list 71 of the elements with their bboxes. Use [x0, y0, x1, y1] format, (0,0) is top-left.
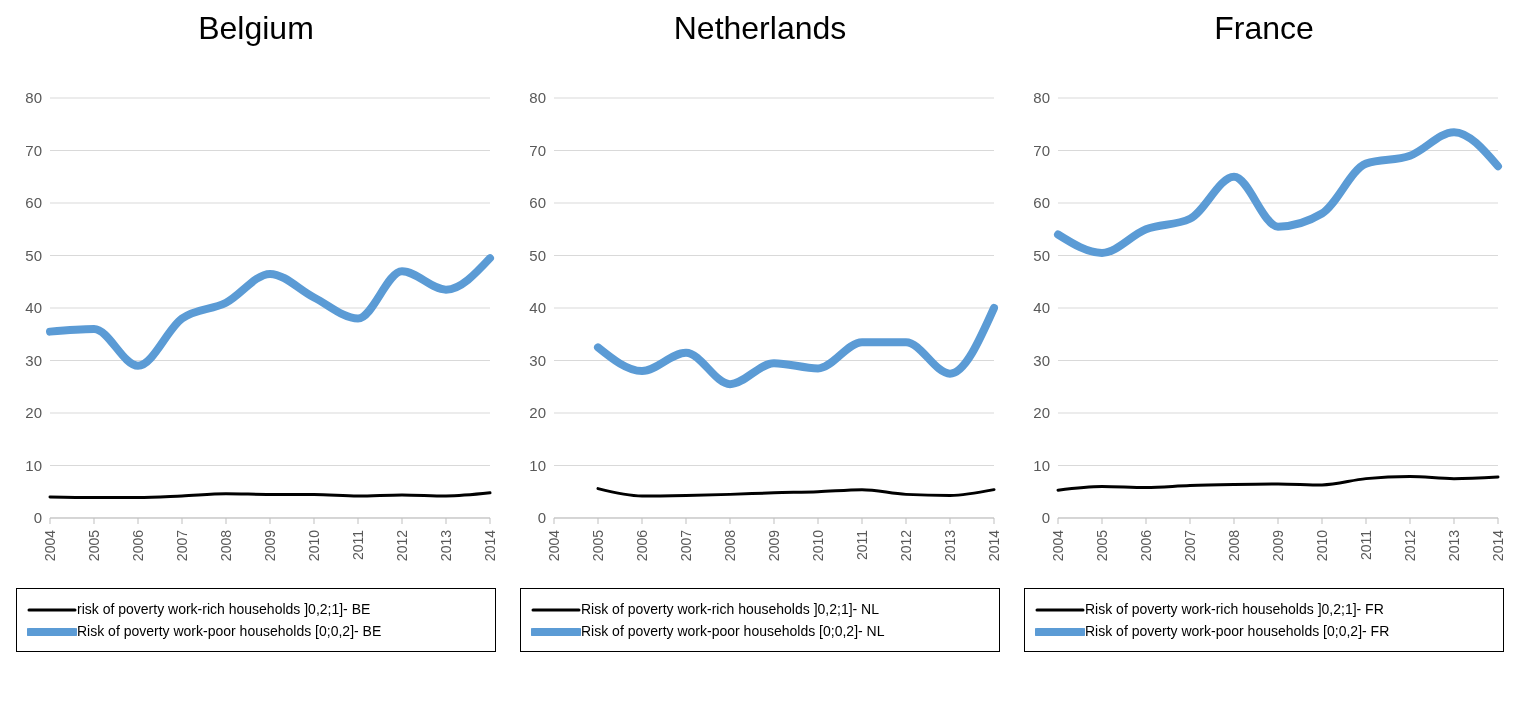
y-tick-label: 80 [1033, 89, 1050, 107]
x-tick-label: 2007 [174, 529, 190, 562]
x-tick-label: 2014 [482, 529, 498, 562]
x-tick-label: 2008 [218, 529, 234, 562]
y-tick-label: 50 [25, 246, 42, 264]
y-tick-label: 60 [1033, 194, 1050, 212]
x-tick-label: 2005 [86, 529, 102, 562]
x-tick-label: 2009 [262, 529, 278, 562]
y-tick-label: 40 [529, 299, 546, 317]
x-tick-label: 2006 [634, 529, 650, 562]
legend-label: Risk of poverty work-rich households ]0,2;1]- FR [1085, 601, 1384, 617]
x-tick-label: 2010 [810, 529, 826, 562]
legend-label: Risk of poverty work-poor households [0;0,2]- BE [77, 623, 382, 639]
y-tick-label: 20 [529, 404, 546, 422]
legend-label: risk of poverty work-rich households ]0,2;1]- BE [77, 601, 371, 617]
x-tick-label: 2004 [42, 529, 58, 562]
x-tick-label: 2007 [1182, 529, 1198, 562]
x-tick-label: 2004 [1050, 529, 1066, 562]
y-tick-label: 80 [25, 89, 42, 107]
y-tick-label: 70 [529, 141, 546, 159]
y-tick-label: 10 [529, 456, 546, 474]
x-tick-label: 2004 [546, 529, 562, 562]
y-tick-label: 30 [529, 351, 546, 369]
chart-title: Netherlands [672, 9, 848, 48]
x-tick-label: 2013 [942, 529, 958, 562]
x-tick-label: 2006 [130, 529, 146, 562]
x-tick-label: 2010 [306, 529, 322, 562]
x-tick-label: 2011 [1358, 529, 1374, 561]
x-tick-label: 2012 [1402, 529, 1418, 562]
x-tick-label: 2012 [898, 529, 914, 562]
x-tick-label: 2013 [1446, 529, 1462, 562]
y-tick-label: 10 [1033, 456, 1050, 474]
x-tick-label: 2006 [1138, 529, 1154, 562]
y-tick-label: 80 [529, 89, 546, 107]
x-tick-label: 2005 [1094, 529, 1110, 562]
legend-label: Risk of poverty work-rich households ]0,2;1]- NL [581, 601, 880, 617]
legend-label: Risk of poverty work-poor households [0;0,2]- NL [581, 623, 885, 639]
x-tick-label: 2007 [678, 529, 694, 562]
x-tick-label: 2012 [394, 529, 410, 562]
y-tick-label: 20 [25, 404, 42, 422]
y-tick-label: 30 [1033, 351, 1050, 369]
y-tick-label: 50 [529, 246, 546, 264]
y-tick-label: 60 [529, 194, 546, 212]
line-series [596, 487, 996, 498]
y-tick-label: 0 [537, 509, 546, 527]
y-tick-label: 30 [25, 351, 42, 369]
x-tick-label: 2011 [350, 529, 366, 561]
y-tick-label: 0 [1041, 509, 1050, 527]
x-tick-label: 2009 [766, 529, 782, 562]
x-tick-label: 2011 [854, 529, 870, 561]
x-tick-label: 2014 [986, 529, 1002, 562]
y-tick-label: 0 [33, 509, 42, 527]
chart-title: Belgium [197, 9, 315, 48]
y-tick-label: 40 [25, 299, 42, 317]
x-tick-label: 2008 [1226, 529, 1242, 562]
x-tick-label: 2013 [438, 529, 454, 562]
y-tick-label: 20 [1033, 404, 1050, 422]
y-tick-label: 70 [1033, 141, 1050, 159]
chart-title: France [1213, 9, 1315, 48]
x-tick-label: 2008 [722, 529, 738, 562]
legend-label: Risk of poverty work-poor households [0;0,2]- FR [1085, 623, 1390, 639]
y-tick-label: 60 [25, 194, 42, 212]
x-tick-label: 2005 [590, 529, 606, 562]
y-tick-label: 10 [25, 456, 42, 474]
x-tick-label: 2009 [1270, 529, 1286, 562]
y-tick-label: 40 [1033, 299, 1050, 317]
x-tick-label: 2014 [1490, 529, 1506, 562]
line-series [1056, 475, 1500, 492]
x-tick-label: 2010 [1314, 529, 1330, 562]
y-tick-label: 70 [25, 141, 42, 159]
y-tick-label: 50 [1033, 246, 1050, 264]
